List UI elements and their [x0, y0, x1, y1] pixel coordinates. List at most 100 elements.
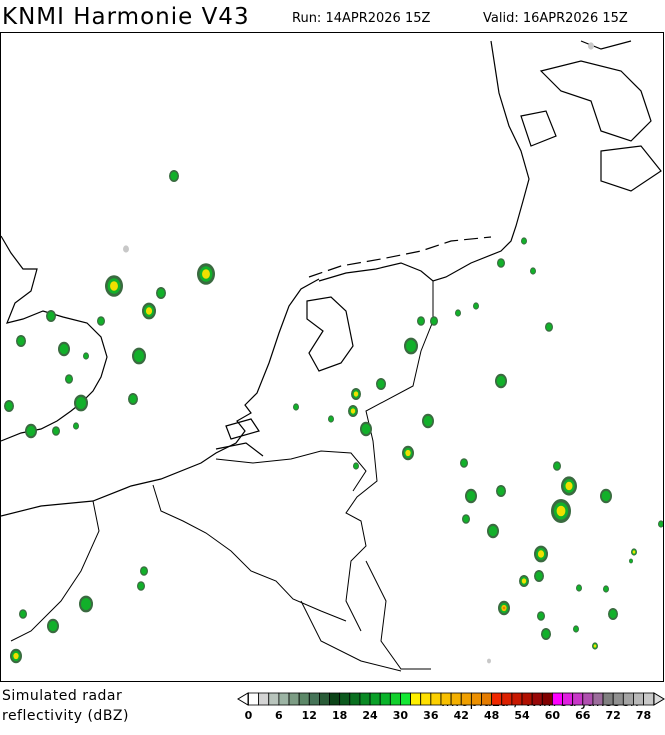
- radar-cell-layer: [473, 303, 479, 309]
- radar-cell: [487, 523, 499, 539]
- colorbar-tick-label: 30: [393, 709, 409, 722]
- colorbar: 0 6 12 18 24 30 36 42 48 54 60 66 72 78: [237, 692, 665, 722]
- radar-cell-layer: [418, 317, 424, 325]
- radar-cell: [73, 422, 79, 430]
- radar-cell: [521, 237, 527, 245]
- colorbar-box: [592, 692, 604, 706]
- radar-cell: [19, 609, 27, 619]
- colorbar-box: [359, 692, 371, 706]
- radar-cell-layer: [521, 578, 527, 584]
- colorbar-tick-label: 48: [484, 709, 499, 722]
- radar-cell-layer: [609, 609, 617, 619]
- colorbar-box: [248, 692, 260, 706]
- radar-cell-layer: [73, 423, 79, 429]
- colorbar-tick-label: 24: [362, 709, 378, 722]
- radar-cell-layer: [5, 401, 13, 411]
- colorbar-box: [369, 692, 381, 706]
- radar-cell: [25, 423, 37, 439]
- radar-cell: [576, 584, 582, 592]
- radar-cell: [402, 445, 414, 461]
- colorbar-box: [552, 692, 563, 706]
- radar-cell: [497, 258, 505, 268]
- map-canvas: [0, 40, 664, 672]
- radar-cell-layer: [658, 521, 664, 527]
- zeeland-estuary: [215, 418, 264, 457]
- radar-cell: [360, 421, 372, 437]
- radar-map: Infoplaza / Wilfred Janssen: [0, 32, 664, 710]
- radar-cell-layer: [497, 486, 505, 496]
- radar-cell-layer: [170, 171, 178, 181]
- colorbar-box: [622, 692, 634, 706]
- colorbar-tick-label: 36: [423, 709, 439, 722]
- colorbar-box: [643, 692, 655, 706]
- radar-cell-layer: [463, 515, 469, 523]
- radar-cell: [123, 245, 129, 253]
- radar-cell: [430, 316, 438, 326]
- colorbar-box: [511, 692, 523, 706]
- radar-cell-layer: [556, 505, 566, 517]
- radar-cells: [4, 42, 664, 664]
- radar-cell-layer: [496, 375, 506, 387]
- radar-cell-layer: [487, 658, 491, 664]
- colorbar-box: [400, 692, 411, 706]
- radar-cell-layer: [377, 379, 385, 389]
- radar-cell-layer: [542, 629, 550, 639]
- wadden-islands: [308, 236, 492, 278]
- legend-label-line2: reflectivity (dBZ): [2, 708, 129, 724]
- colorbar-box: [541, 692, 553, 706]
- radar-cell: [600, 488, 612, 504]
- fr-de-border-south: [300, 600, 402, 672]
- colorbar-boxes: [248, 692, 655, 706]
- radar-cell-layer: [405, 339, 417, 353]
- radar-cell-layer: [537, 550, 545, 558]
- colorbar-box: [633, 692, 644, 706]
- radar-cell: [351, 388, 361, 400]
- radar-cell-layer: [431, 317, 437, 325]
- colorbar-box: [379, 692, 391, 706]
- radar-cell-layer: [603, 586, 609, 592]
- radar-cell: [353, 462, 359, 470]
- radar-cell-layer: [80, 597, 92, 611]
- radar-cell-layer: [59, 343, 69, 355]
- radar-cell: [592, 642, 598, 650]
- radar-cell: [573, 625, 579, 633]
- colorbar-box: [308, 692, 320, 706]
- radar-cell-layer: [565, 481, 573, 491]
- radar-cell: [519, 575, 529, 587]
- radar-cell: [4, 400, 14, 412]
- radar-cell: [348, 405, 358, 417]
- colorbar-right-arrow: [653, 692, 665, 706]
- radar-cell: [156, 287, 166, 299]
- radar-cell: [404, 337, 418, 355]
- colorbar-tick-label: 6: [275, 709, 283, 722]
- colorbar-box: [288, 692, 300, 706]
- legend-label: Simulated radar reflectivity (dBZ): [2, 686, 129, 726]
- model-title: KNMI Harmonie V43: [2, 4, 250, 30]
- ijsselmeer: [306, 296, 354, 372]
- colorbar-box: [258, 692, 270, 706]
- radar-cell-layer: [350, 408, 356, 414]
- radar-cell: [537, 611, 545, 621]
- colorbar-box: [319, 692, 330, 706]
- radar-cell: [551, 499, 571, 523]
- colorbar-box: [430, 692, 442, 706]
- radar-cell-layer: [521, 238, 527, 244]
- colorbar-box: [481, 692, 493, 706]
- denmark-islands: [520, 40, 662, 192]
- colorbar-box: [562, 692, 574, 706]
- radar-cell-layer: [328, 416, 334, 422]
- colorbar-tick-label: 72: [606, 709, 621, 722]
- radar-cell-layer: [573, 626, 579, 632]
- colorbar-box: [278, 692, 290, 706]
- radar-cell-layer: [110, 281, 118, 291]
- radar-cell: [74, 394, 88, 412]
- colorbar-box: [298, 692, 310, 706]
- radar-cell: [534, 545, 548, 563]
- radar-cell: [132, 347, 146, 365]
- radar-cell-layer: [145, 307, 153, 315]
- colorbar-tick-label: 18: [332, 709, 347, 722]
- colorbar-box: [491, 692, 503, 706]
- coastlines: [0, 40, 662, 517]
- radar-cell-layer: [53, 427, 59, 435]
- radar-cell-layer: [20, 610, 26, 618]
